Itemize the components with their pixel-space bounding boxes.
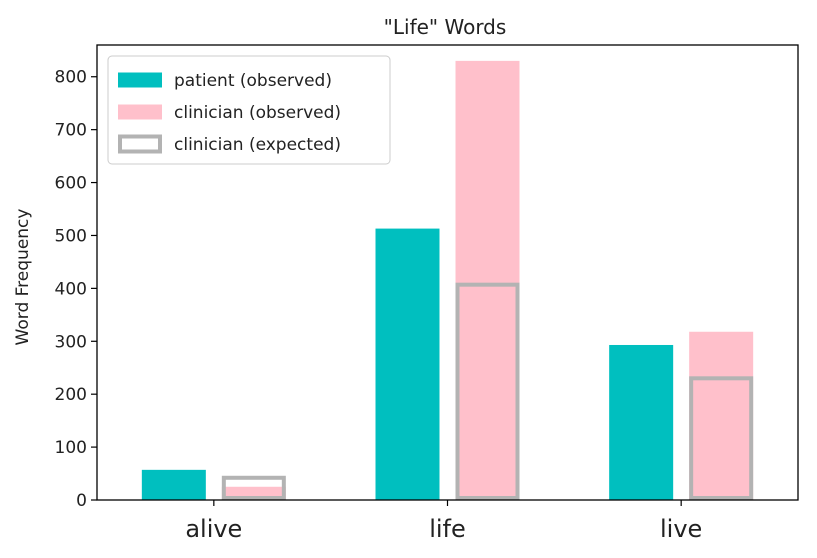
y-tick-label: 800 [55,68,87,88]
y-tick-label: 200 [55,385,87,405]
x-tick-label-live: live [660,515,702,543]
bar-clinician-observed-life [455,60,520,500]
legend-label: patient (observed) [174,71,332,91]
legend: patient (observed) clinician (observed) cl… [107,55,391,165]
y-tick-label: 300 [55,332,87,352]
chart-title: "Life" Words [384,15,507,39]
x-tick-label-alive: alive [185,515,242,543]
y-tick-label: 500 [55,226,87,246]
y-tick-label: 400 [55,279,87,299]
bar-clinician-expected-live [689,376,754,501]
legend-swatch [118,104,162,120]
x-tick-label-life: life [429,515,466,543]
legend-label: clinician (observed) [174,103,341,123]
legend-label: clinician (expected) [174,135,341,155]
legend-box [107,55,391,165]
y-tick-label: 600 [55,174,87,194]
bar-clinician-expected-life [455,282,520,500]
legend-swatch [118,72,162,88]
y-axis-label: Word Frequency [13,209,33,346]
y-tick-label: 0 [76,491,87,511]
y-axis: 0 100 200 300 400 500 600 700 800 [55,68,97,511]
plot-frame [96,44,799,501]
bars-group [141,60,754,501]
x-axis: alive life live [185,500,702,543]
bar-clinician-expected-alive [221,475,286,501]
legend-swatch [118,134,162,154]
bar-patient-observed-alive [141,469,206,500]
bar-clinician-observed-live [689,331,754,500]
bar-patient-observed-life [375,228,440,500]
bar-patient-observed-live [609,344,674,500]
y-tick-label: 100 [55,438,87,458]
y-tick-label: 700 [55,121,87,141]
